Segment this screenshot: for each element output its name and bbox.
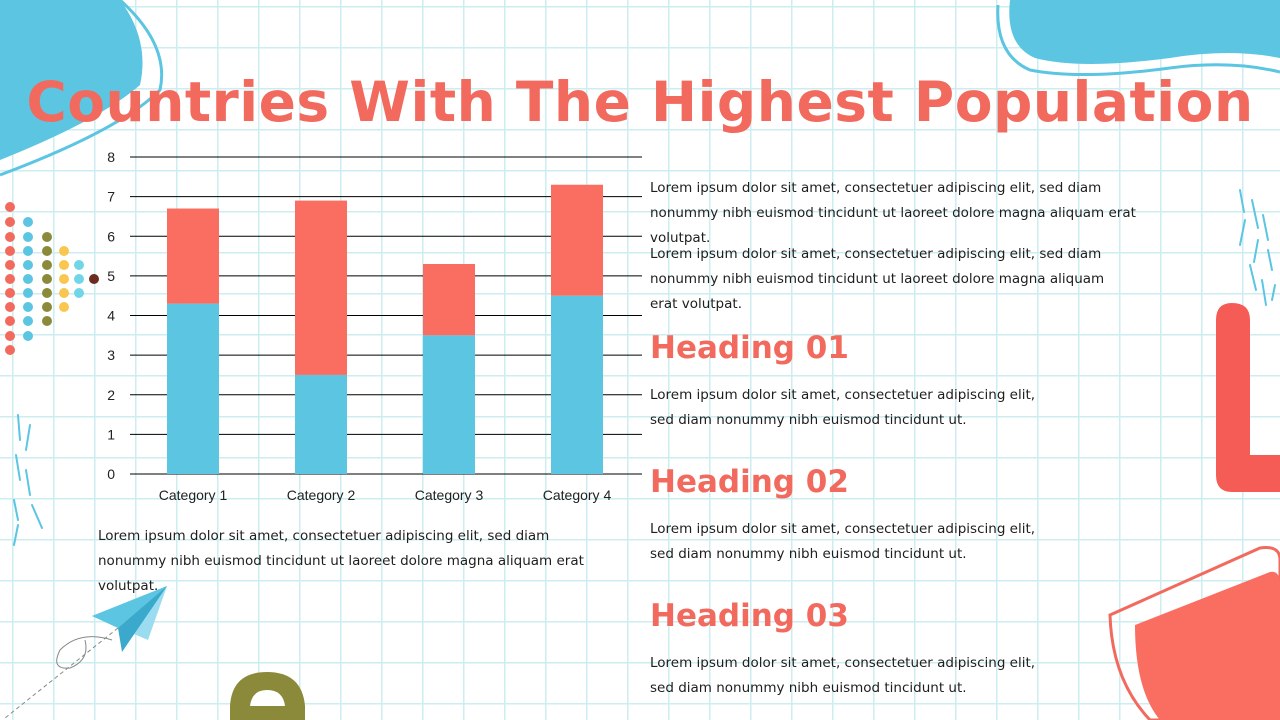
paragraph-top-1: Lorem ipsum dolor sit amet, consectetuer…	[650, 180, 1136, 246]
section-text-1: Lorem ipsum dolor sit amet, consectetuer…	[650, 387, 1036, 428]
bar-bottom-category-2	[295, 374, 347, 474]
bar-top-category-2	[295, 200, 347, 375]
x-tick-label: Category 2	[287, 487, 356, 503]
x-tick-label: Category 4	[543, 487, 612, 503]
section-text-2: Lorem ipsum dolor sit amet, consectetuer…	[650, 521, 1036, 562]
top-left-outline	[0, 0, 164, 177]
y-tick-label: 6	[107, 228, 115, 244]
section-heading-3: Heading 03	[650, 598, 849, 634]
right-red-bar	[1216, 303, 1280, 492]
page-title: Countries With The Highest Population	[26, 70, 1254, 134]
bar-bottom-category-3	[423, 335, 475, 474]
y-tick-label: 0	[107, 466, 115, 482]
right-dashes	[1239, 189, 1276, 306]
paragraph-top-2: Lorem ipsum dolor sit amet, consectetuer…	[650, 246, 1105, 312]
y-tick-label: 2	[107, 387, 115, 403]
bar-bottom-category-4	[551, 295, 603, 474]
section-heading-2: Heading 02	[650, 464, 849, 500]
top-right-blob	[1009, 0, 1280, 64]
y-tick-label: 4	[107, 308, 115, 324]
section-heading-1: Heading 01	[650, 330, 849, 366]
y-tick-label: 3	[107, 347, 115, 363]
x-tick-label: Category 3	[415, 487, 484, 503]
top-right-outline	[996, 4, 1280, 77]
bar-top-category-4	[551, 184, 603, 296]
y-tick-label: 5	[107, 268, 115, 284]
bar-bottom-category-1	[167, 303, 219, 474]
y-tick-label: 7	[107, 189, 115, 205]
y-axis-ticks: 0 1 2 3 4 5 6 7 8	[107, 149, 115, 482]
y-tick-label: 8	[107, 149, 115, 165]
protractor	[230, 672, 305, 720]
bottom-right-blob	[1135, 571, 1280, 720]
bar-top-category-1	[167, 208, 219, 304]
bottom-right-outline	[1108, 546, 1280, 720]
paper-plane	[4, 586, 167, 719]
dot-pattern	[5, 202, 99, 355]
x-axis-ticks: Category 1 Category 2 Category 3 Category 4	[159, 487, 612, 503]
paragraph-below-chart: Lorem ipsum dolor sit amet, consectetuer…	[98, 528, 584, 594]
y-tick-label: 1	[107, 426, 115, 442]
top-left-blob	[0, 0, 143, 160]
bar-top-category-3	[423, 263, 475, 336]
left-dashes	[13, 414, 43, 546]
section-text-3: Lorem ipsum dolor sit amet, consectetuer…	[650, 655, 1036, 696]
bars	[167, 184, 603, 474]
x-tick-label: Category 1	[159, 487, 228, 503]
